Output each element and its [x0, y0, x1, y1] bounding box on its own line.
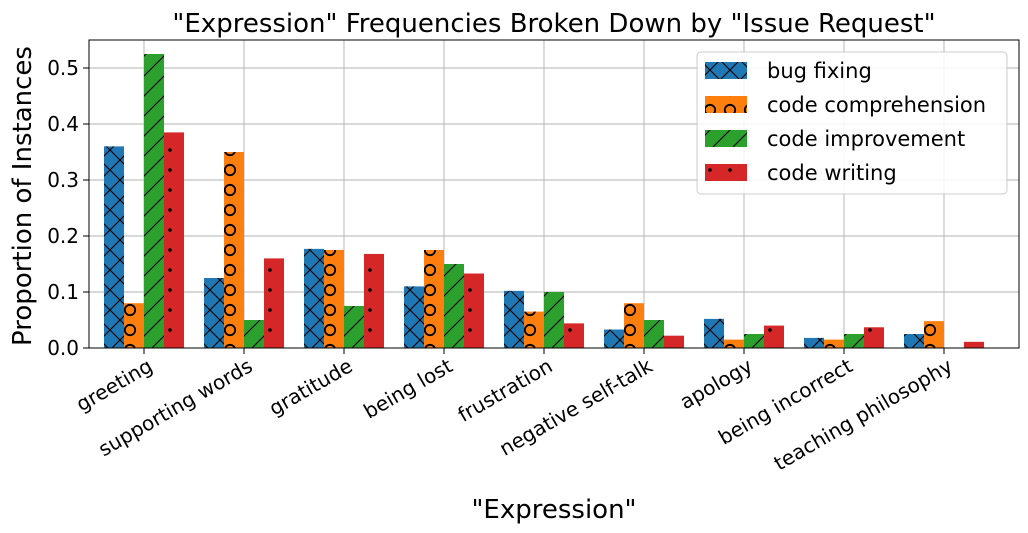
y-tick-label: 0.4	[47, 112, 79, 136]
y-axis-ticks: 0.0 0.1 0.2 0.3 0.4 0.5	[47, 56, 89, 360]
series-group	[124, 152, 944, 348]
x-tick-label: being lost	[359, 353, 456, 423]
bar-hatch	[504, 290, 524, 348]
series-group	[144, 54, 864, 348]
bar-hatch	[764, 325, 784, 348]
bar-hatch	[964, 341, 984, 348]
bar-hatch	[404, 286, 424, 348]
bars	[104, 54, 984, 348]
y-axis-label: Proportion of Instances	[8, 46, 38, 346]
bar-hatch	[224, 152, 244, 348]
y-tick-label: 0.1	[47, 280, 79, 304]
bar-hatch	[704, 318, 724, 348]
bar-hatch	[364, 253, 384, 348]
bar-hatch	[524, 311, 544, 348]
bar-hatch	[304, 248, 324, 348]
bar-hatch	[564, 323, 584, 348]
bar-hatch	[344, 306, 364, 348]
bar-hatch	[644, 320, 664, 348]
legend-swatch-hatch	[705, 164, 747, 181]
bar-hatch	[864, 327, 884, 348]
legend-label: code writing	[767, 161, 897, 185]
bar-hatch	[664, 335, 684, 348]
legend-label: bug fixing	[767, 59, 872, 83]
bar-hatch	[144, 54, 164, 348]
plot-frame	[88, 39, 1020, 349]
legend-swatch-hatch	[705, 130, 747, 147]
bar-hatch	[264, 258, 284, 348]
bar-hatch	[844, 334, 864, 348]
x-axis-label: "Expression"	[471, 495, 636, 525]
bar-hatch	[724, 339, 744, 348]
bar-hatch	[604, 329, 624, 348]
series-group	[164, 132, 984, 348]
legend-frame	[696, 51, 1008, 195]
x-tick-label: apology	[676, 353, 757, 414]
bar-hatch	[204, 278, 224, 348]
chart-title: "Expression" Frequencies Broken Down by …	[172, 9, 935, 39]
y-tick-label: 0.2	[47, 224, 79, 248]
bar-hatch	[804, 337, 824, 348]
bar-hatch	[444, 264, 464, 348]
legend-label: code improvement	[767, 127, 965, 151]
legend-label: code comprehension	[767, 93, 986, 117]
series-group	[104, 146, 924, 348]
bar-hatch	[744, 334, 764, 348]
x-tick-label: gratitude	[265, 354, 357, 421]
legend-swatch-hatch	[705, 62, 747, 79]
legend-swatch-hatch	[705, 96, 747, 113]
bar-hatch	[544, 292, 564, 348]
bar-hatch	[464, 273, 484, 348]
bar-hatch	[244, 320, 264, 348]
bar-hatch	[624, 303, 644, 348]
bar-hatch	[104, 146, 124, 348]
bar-hatch	[324, 250, 344, 348]
bar-hatch	[824, 339, 844, 348]
legend: bug fixing code comprehension code improve…	[696, 51, 1008, 195]
bar-hatch	[124, 303, 144, 348]
bar-hatch	[924, 321, 944, 348]
bar-hatch	[904, 334, 924, 348]
y-tick-label: 0.0	[47, 336, 79, 360]
x-tick-label: greeting	[72, 354, 157, 417]
bar-hatch	[424, 250, 444, 348]
y-tick-label: 0.3	[47, 168, 79, 192]
bar-hatch	[164, 132, 184, 348]
y-tick-label: 0.5	[47, 56, 79, 80]
x-tick-label: teaching philosophy	[770, 353, 957, 475]
